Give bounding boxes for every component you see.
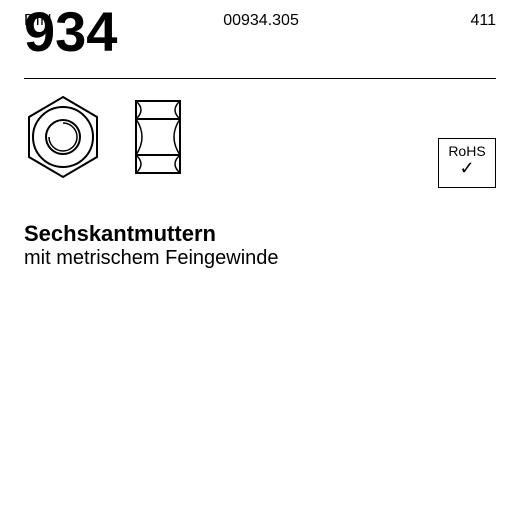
title-line1: Sechskantmuttern <box>24 221 496 247</box>
hex-nut-side-icon <box>132 97 184 177</box>
code-right: 411 <box>470 12 496 30</box>
part-code: 00934.305 <box>223 12 299 30</box>
hex-nut-front-icon <box>24 93 102 181</box>
rohs-badge: RoHS ✓ <box>438 138 496 188</box>
title-line2: mit metrischem Feingewinde <box>24 247 496 270</box>
check-icon: ✓ <box>439 159 495 177</box>
rohs-label: RoHS <box>439 143 495 159</box>
